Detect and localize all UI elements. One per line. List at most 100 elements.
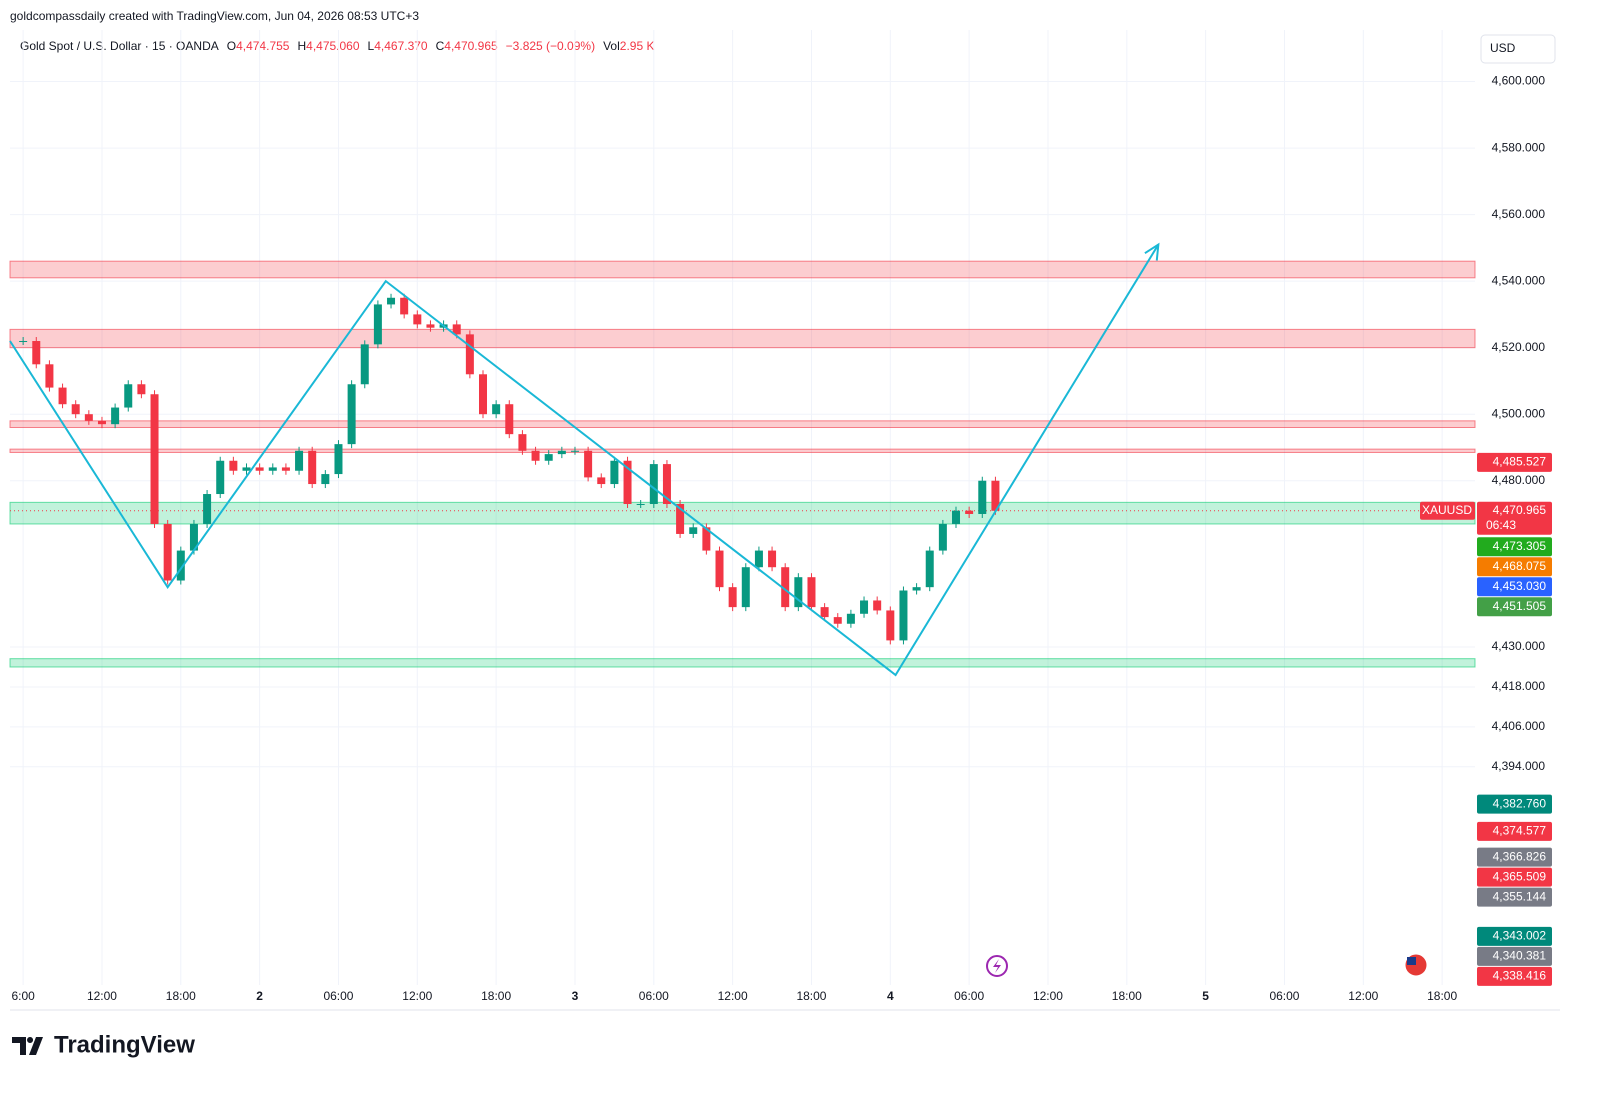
candle xyxy=(754,550,763,568)
zone xyxy=(9,658,1476,668)
symbol: Gold Spot / U.S. Dollar · 15 · OANDA xyxy=(20,39,219,53)
candle xyxy=(387,297,396,305)
x-tick-label: 18:00 xyxy=(796,989,826,1003)
candle xyxy=(360,344,369,385)
candle xyxy=(465,334,474,375)
ohlc-key: O xyxy=(227,39,236,53)
candle xyxy=(347,384,356,445)
x-tick-label: 18:00 xyxy=(166,989,196,1003)
volume-key: Vol xyxy=(603,39,620,53)
price-label-box xyxy=(1477,821,1552,841)
candle xyxy=(570,450,579,452)
x-tick-label: 06:00 xyxy=(954,989,984,1003)
y-tick-label: 4,600.000 xyxy=(1492,74,1546,88)
candle xyxy=(84,414,93,421)
candle xyxy=(768,550,777,568)
y-tick-label: 4,480.000 xyxy=(1492,473,1546,487)
candle xyxy=(899,590,908,641)
change: −3.825 (−0.09%) xyxy=(506,39,595,53)
candle xyxy=(137,384,146,395)
candle xyxy=(952,510,961,524)
candle xyxy=(728,587,737,608)
price-label-box xyxy=(1477,537,1552,557)
candle xyxy=(676,504,685,534)
y-tick-label: 4,500.000 xyxy=(1492,406,1546,420)
candle xyxy=(597,477,606,485)
logo-text: TradingView xyxy=(54,1031,195,1058)
candle xyxy=(807,577,816,608)
events-icon xyxy=(986,955,1008,977)
candle xyxy=(833,617,842,624)
x-tick-label: 3 xyxy=(572,989,579,1003)
currency-box[interactable] xyxy=(1480,34,1556,64)
price-label-box xyxy=(1477,867,1552,887)
ohlc-key: C xyxy=(436,39,445,53)
candle xyxy=(373,304,382,345)
price-label: 4,355.144 xyxy=(1493,889,1547,903)
candle xyxy=(794,577,803,608)
y-tick-label: 4,580.000 xyxy=(1492,140,1546,154)
candle xyxy=(978,480,987,514)
price-label-box xyxy=(1477,557,1552,577)
ohlc-key: H xyxy=(297,39,306,53)
candle xyxy=(531,450,540,461)
x-tick-label: 2 xyxy=(256,989,263,1003)
x-tick-label: 12:00 xyxy=(1348,989,1378,1003)
x-tick-label: 5 xyxy=(1202,989,1209,1003)
candle xyxy=(176,550,185,581)
y-tick-label: 4,406.000 xyxy=(1492,719,1546,733)
candle xyxy=(58,387,67,405)
candle xyxy=(163,523,172,581)
x-tick-label: 12:00 xyxy=(718,989,748,1003)
candle xyxy=(19,341,28,343)
price-label: 4,366.826 xyxy=(1493,849,1547,863)
candle xyxy=(544,454,553,461)
flag-canton xyxy=(1407,957,1416,965)
candle xyxy=(873,600,882,611)
x-tick-label: 12:00 xyxy=(402,989,432,1003)
candle xyxy=(45,364,54,388)
candle xyxy=(400,297,409,315)
x-tick-label: 06:00 xyxy=(1269,989,1299,1003)
price-label: 4,453.030 xyxy=(1493,579,1547,593)
trend-drawing xyxy=(9,244,1160,677)
candle xyxy=(216,460,225,495)
x-tick-label: 4 xyxy=(887,989,894,1003)
ohlc-value: 4,475.060 xyxy=(306,39,360,53)
zone xyxy=(9,328,1476,349)
ohlc-value: 4,470.965 xyxy=(444,39,498,53)
y-tick-label: 4,394.000 xyxy=(1492,759,1546,773)
y-tick-label: 4,520.000 xyxy=(1492,340,1546,354)
ohlc-value: 4,474.755 xyxy=(236,39,290,53)
price-label-box xyxy=(1477,847,1552,867)
logo: TradingView xyxy=(12,1031,195,1058)
x-tick-label: 06:00 xyxy=(323,989,353,1003)
zone xyxy=(9,448,1476,453)
zone xyxy=(9,260,1476,279)
currency: USD xyxy=(1490,41,1516,55)
candle xyxy=(623,460,632,505)
attribution: goldcompassdaily created with TradingVie… xyxy=(10,9,419,23)
candle xyxy=(702,527,711,551)
price-label: 4,365.509 xyxy=(1493,869,1547,883)
candle xyxy=(781,567,790,608)
y-tick-label: 4,560.000 xyxy=(1492,207,1546,221)
y-tick-label: 4,418.000 xyxy=(1492,679,1546,693)
candle xyxy=(334,444,343,475)
candle xyxy=(557,450,566,455)
price-label-box xyxy=(1477,794,1552,814)
logo-icon xyxy=(12,1037,43,1055)
price-label: 4,468.075 xyxy=(1493,559,1547,573)
price-label: 4,382.760 xyxy=(1493,796,1547,810)
x-tick-label: 06:00 xyxy=(639,989,669,1003)
candle xyxy=(479,374,488,415)
price-label-box xyxy=(1477,452,1552,472)
candle xyxy=(426,324,435,328)
zone xyxy=(9,501,1476,525)
candle xyxy=(189,523,198,551)
candle xyxy=(281,467,290,471)
grid xyxy=(10,30,1475,985)
last-price-box xyxy=(1477,501,1552,535)
candle xyxy=(71,404,80,415)
ohlc-value: 4,467.370 xyxy=(374,39,428,53)
